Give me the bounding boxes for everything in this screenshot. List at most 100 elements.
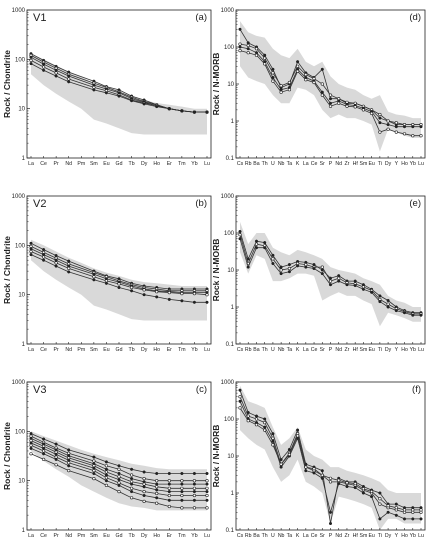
x-tick-label: Y bbox=[395, 161, 399, 167]
x-tick-label: U bbox=[271, 347, 275, 353]
x-tick-label: Gd bbox=[116, 533, 123, 539]
data-point bbox=[304, 263, 308, 267]
panel-letter: (b) bbox=[195, 198, 207, 209]
data-point bbox=[67, 451, 71, 455]
x-tick-label: Gd bbox=[116, 161, 123, 167]
data-point bbox=[117, 464, 121, 468]
chart-panel-b: 1 10 100 1000 Rock / Chondrite La Ce Pr Nd Pm Sm Eu… bbox=[2, 194, 212, 353]
x-tick-label: Sr bbox=[320, 347, 325, 353]
data-point bbox=[117, 490, 121, 494]
data-point bbox=[54, 261, 58, 265]
panel-letter: (f) bbox=[412, 384, 421, 395]
x-tick-label: Yb bbox=[410, 533, 416, 539]
data-point bbox=[328, 480, 333, 484]
data-point bbox=[279, 268, 283, 272]
data-point bbox=[378, 300, 382, 304]
x-tick-label: Ta bbox=[287, 347, 293, 353]
x-tick-label: Gd bbox=[116, 347, 123, 353]
x-tick-label: Tb bbox=[129, 161, 135, 167]
data-point bbox=[205, 498, 209, 502]
data-point bbox=[271, 257, 275, 261]
data-point bbox=[54, 457, 58, 461]
data-point bbox=[180, 109, 184, 113]
y-tick-label: 10 bbox=[18, 479, 25, 485]
data-point bbox=[263, 417, 267, 421]
data-point bbox=[279, 84, 283, 88]
x-tick-label: Ba bbox=[253, 161, 259, 167]
x-tick-label: Cs bbox=[237, 347, 244, 353]
data-point bbox=[394, 130, 398, 134]
y-axis-label: Rock / Chondrite bbox=[2, 50, 12, 118]
data-point bbox=[205, 110, 209, 114]
data-point bbox=[271, 67, 275, 71]
data-point bbox=[167, 486, 171, 490]
data-point bbox=[180, 498, 184, 502]
data-point bbox=[386, 119, 390, 123]
x-tick-label: Ta bbox=[287, 533, 293, 539]
data-point bbox=[328, 279, 333, 283]
data-point bbox=[402, 517, 407, 521]
data-point bbox=[263, 428, 267, 432]
x-tick-label: Dy bbox=[385, 347, 392, 353]
x-tick-label: Ho bbox=[401, 347, 408, 353]
data-point bbox=[142, 288, 146, 292]
x-tick-label: La bbox=[28, 161, 34, 167]
data-point bbox=[411, 125, 415, 129]
x-tick-label: Er bbox=[167, 161, 172, 167]
data-point bbox=[130, 482, 134, 486]
chart-panel-c: 1 10 100 1000 Rock / Chondrite La Ce Pr Nd Pm Sm Eu… bbox=[2, 380, 212, 539]
x-tick-label: Sm bbox=[360, 347, 368, 353]
data-point bbox=[328, 283, 333, 287]
data-point bbox=[394, 121, 398, 125]
data-point bbox=[92, 469, 96, 473]
x-tick-label: Pr bbox=[54, 533, 59, 539]
data-point bbox=[67, 458, 71, 462]
data-point bbox=[419, 313, 423, 317]
data-point bbox=[312, 80, 316, 85]
data-point bbox=[67, 74, 71, 78]
x-tick-label: P bbox=[329, 347, 333, 353]
data-point bbox=[287, 266, 292, 271]
chart-panel-a: 1 10 100 1000 Rock / Chondrite La Ce Pr Nd Pm Sm Eu… bbox=[2, 8, 212, 167]
x-tick-label: U bbox=[271, 161, 275, 167]
data-point bbox=[67, 77, 71, 81]
data-point bbox=[192, 300, 196, 304]
x-tick-label: P bbox=[329, 161, 333, 167]
y-axis-label: Rock / Chondrite bbox=[2, 422, 12, 490]
data-point bbox=[130, 473, 134, 477]
data-point bbox=[238, 45, 242, 49]
data-point bbox=[402, 132, 407, 136]
y-tick-label: 0.1 bbox=[226, 156, 235, 162]
data-point bbox=[41, 449, 46, 453]
x-tick-label: Ce bbox=[311, 533, 318, 539]
data-point bbox=[130, 285, 134, 290]
data-point bbox=[263, 56, 267, 60]
data-point bbox=[155, 479, 159, 483]
data-point bbox=[238, 406, 242, 410]
data-point bbox=[254, 246, 259, 250]
chart-panel-f: 0.1 1 10 100 1000 Rock / N-MORB Cs Rb Ba Th U Nb Ta K… bbox=[211, 380, 426, 539]
series-line bbox=[30, 453, 207, 509]
x-tick-label: La bbox=[28, 533, 34, 539]
data-point bbox=[142, 485, 146, 489]
data-point bbox=[167, 493, 171, 498]
data-point bbox=[304, 469, 308, 473]
data-point bbox=[320, 272, 324, 276]
data-point bbox=[42, 248, 46, 252]
data-point bbox=[254, 53, 259, 57]
data-point bbox=[67, 80, 71, 84]
data-point bbox=[304, 72, 308, 77]
y-tick-label: 1000 bbox=[12, 8, 26, 14]
y-tick-label: 1 bbox=[22, 342, 26, 348]
data-point bbox=[263, 246, 267, 250]
data-point bbox=[296, 434, 300, 438]
x-tick-label: Pr bbox=[54, 347, 59, 353]
data-point bbox=[167, 490, 171, 494]
data-point bbox=[155, 491, 159, 496]
data-point bbox=[328, 521, 333, 526]
x-tick-label: Lu bbox=[204, 533, 210, 539]
field-envelope bbox=[240, 21, 421, 152]
data-point bbox=[370, 290, 374, 294]
data-point bbox=[92, 471, 96, 476]
x-tick-label: Ce bbox=[40, 161, 47, 167]
